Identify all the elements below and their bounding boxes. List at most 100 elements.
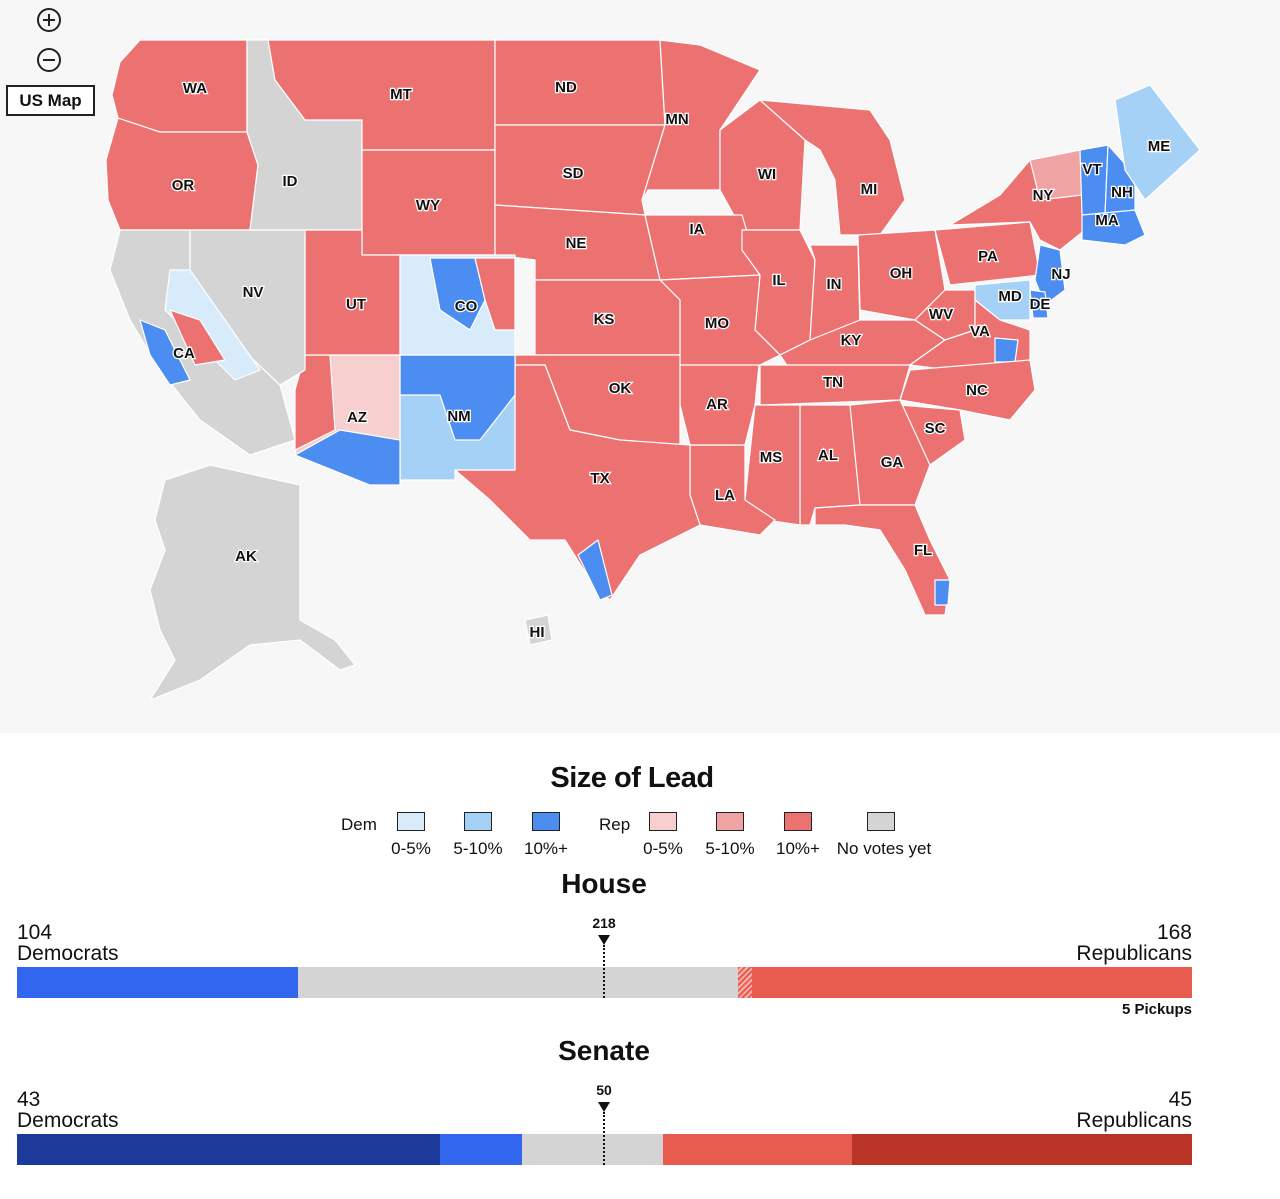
house-majority-label: 218 (592, 915, 616, 931)
state-TX-south[interactable] (577, 539, 613, 601)
legend-swatch-dem-0-5 (397, 812, 425, 831)
legend-label-dem-5-10: 5-10% (453, 839, 503, 858)
legend-swatch-dem-5-10 (464, 812, 492, 831)
svg-text:VA: VA (970, 323, 990, 340)
house-bar-rep (752, 967, 1192, 998)
legend-swatch-dem-10-plus (532, 812, 560, 831)
minus-circle-icon (43, 59, 55, 61)
house-seat-bar[interactable] (17, 967, 1192, 998)
svg-text:AK: AK (235, 548, 257, 565)
house-rep-label: Republicans (1076, 942, 1192, 965)
state-DE[interactable] (1029, 289, 1049, 319)
state-SD[interactable] (494, 124, 666, 216)
svg-text:WV: WV (929, 306, 953, 323)
svg-text:NJ: NJ (1051, 266, 1070, 283)
svg-text:OK: OK (609, 380, 632, 397)
house-majority-line (603, 945, 605, 998)
svg-text:WI: WI (758, 166, 776, 183)
svg-text:IN: IN (827, 276, 842, 293)
svg-text:NM: NM (447, 408, 470, 425)
svg-text:NY: NY (1033, 187, 1054, 204)
state-FL[interactable] (814, 504, 951, 616)
svg-text:PA: PA (978, 248, 998, 265)
svg-text:CA: CA (173, 345, 195, 362)
house-rep-seats: 168 (1156, 921, 1192, 944)
state-MS[interactable] (744, 404, 801, 526)
legend-label-rep-5-10: 5-10% (705, 839, 755, 858)
us-map-svg[interactable]: WA OR ID MT ND SD WY NE MN WI MI IA IL I… (0, 0, 1280, 733)
legend-dem-label: Dem (341, 815, 377, 834)
legend-label-no-votes: No votes yet (836, 839, 932, 858)
house-title: House (561, 868, 647, 899)
legend-title: Size of Lead (550, 762, 714, 794)
svg-text:KY: KY (841, 332, 862, 349)
svg-text:FL: FL (914, 542, 932, 559)
house-bar-dem (17, 967, 298, 998)
state-CA-valley[interactable] (164, 269, 261, 381)
house-pickups: 5 Pickups (1121, 1001, 1192, 1018)
legend-label-dem-0-5: 0-5% (391, 839, 431, 858)
legend-swatch-no-votes (867, 812, 895, 831)
state-FL-south[interactable] (934, 579, 951, 606)
us-map-button[interactable]: US Map (6, 85, 95, 116)
election-map[interactable]: WA OR ID MT ND SD WY NE MN WI MI IA IL I… (0, 0, 1280, 733)
svg-text:HI: HI (530, 624, 545, 641)
svg-text:MS: MS (760, 449, 783, 466)
state-ND[interactable] (494, 39, 666, 126)
state-NM-north[interactable] (399, 354, 516, 441)
svg-text:SC: SC (925, 420, 946, 437)
svg-text:MD: MD (998, 288, 1021, 305)
state-MA[interactable] (1081, 209, 1146, 246)
state-HI[interactable] (524, 614, 553, 646)
state-CO-east[interactable] (474, 257, 516, 331)
svg-text:WA: WA (183, 80, 207, 97)
zoom-in-button[interactable] (37, 8, 61, 32)
svg-text:MN: MN (665, 111, 688, 128)
zoom-out-button[interactable] (37, 48, 61, 72)
senate-bar-rep (663, 1134, 852, 1165)
senate-dem-label: Democrats (17, 1109, 119, 1132)
svg-text:MT: MT (390, 86, 412, 103)
svg-text:MA: MA (1095, 212, 1118, 229)
senate-majority-marker-icon (598, 1102, 610, 1112)
senate-bar-undecided (522, 1134, 663, 1165)
svg-text:AR: AR (706, 396, 728, 413)
senate-seat-bar[interactable] (17, 1134, 1192, 1165)
house-dem-seats: 104 (17, 921, 53, 944)
senate-dem-seats: 43 (17, 1088, 41, 1111)
state-NJ[interactable] (1034, 244, 1066, 306)
svg-text:NC: NC (966, 382, 988, 399)
state-VA-north[interactable] (994, 337, 1019, 363)
state-CA-bay[interactable] (139, 319, 191, 386)
legend-swatch-rep-10-plus (784, 812, 812, 831)
senate-rep-seats: 45 (1168, 1088, 1192, 1111)
state-AZ-south[interactable] (294, 429, 401, 486)
senate-majority-label: 50 (596, 1082, 612, 1098)
svg-text:TN: TN (823, 374, 843, 391)
senate-majority-line (603, 1112, 605, 1165)
svg-text:NH: NH (1111, 184, 1133, 201)
state-VT[interactable] (1079, 144, 1109, 216)
senate-bar-rep-held (852, 1134, 1192, 1165)
svg-text:OH: OH (890, 265, 913, 282)
state-MD[interactable] (974, 279, 1031, 321)
state-CA-central[interactable] (169, 309, 226, 366)
state-AK[interactable] (149, 464, 356, 701)
state-OR[interactable] (105, 117, 259, 231)
svg-text:AZ: AZ (347, 409, 367, 426)
svg-text:DE: DE (1030, 296, 1051, 313)
svg-text:SD: SD (563, 165, 584, 182)
svg-text:ND: ND (555, 79, 577, 96)
svg-text:TX: TX (590, 470, 609, 487)
state-KS[interactable] (534, 279, 681, 356)
house-dem-label: Democrats (17, 942, 119, 965)
svg-text:UT: UT (346, 296, 366, 313)
svg-text:NV: NV (243, 284, 264, 301)
state-WA[interactable] (111, 39, 248, 133)
svg-text:GA: GA (881, 454, 904, 471)
state-TX[interactable] (454, 364, 701, 601)
state-ME[interactable] (1114, 84, 1201, 201)
legend-swatch-rep-0-5 (649, 812, 677, 831)
svg-text:MO: MO (705, 315, 729, 332)
state-CO-central[interactable] (429, 257, 486, 331)
